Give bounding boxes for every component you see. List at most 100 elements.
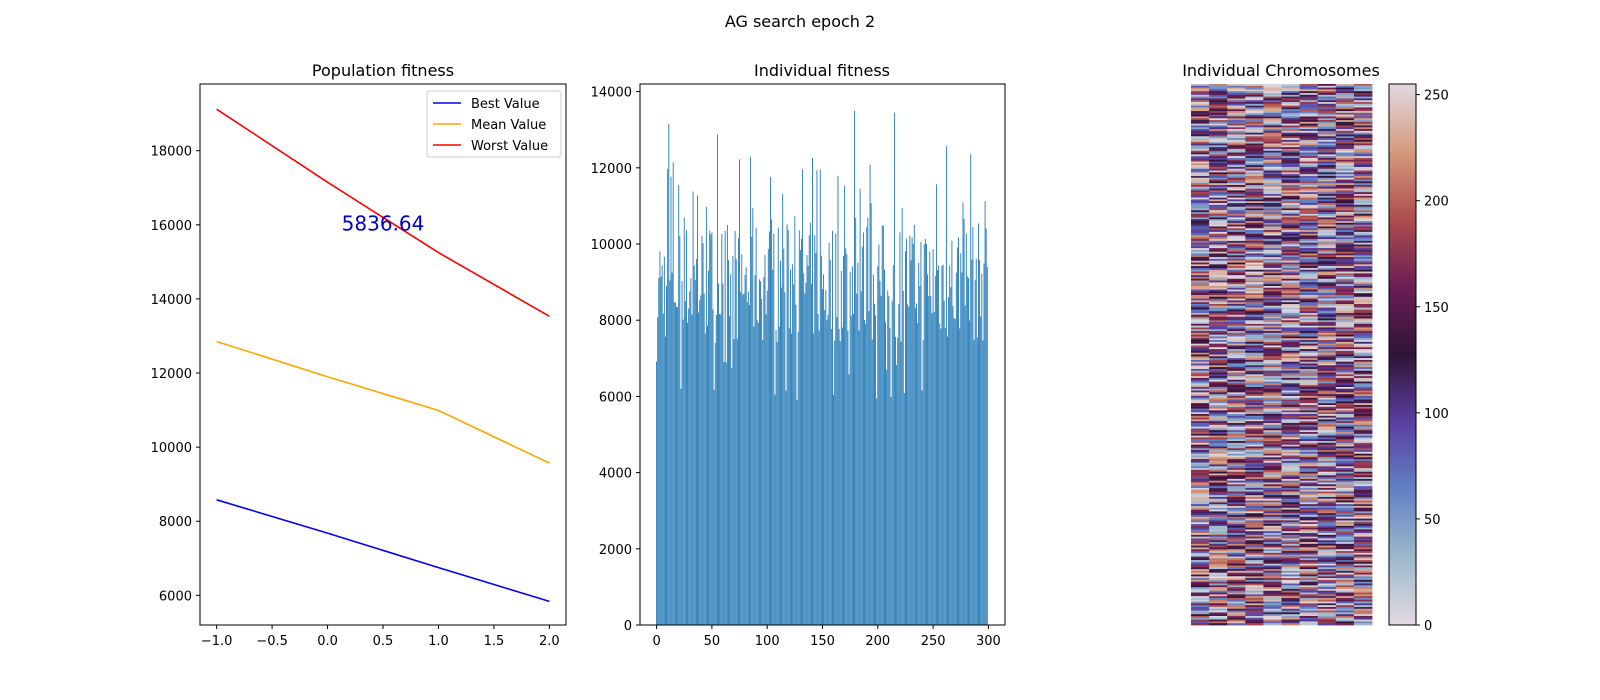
heatmap-cell: [1209, 338, 1228, 341]
heatmap-cell: [1281, 551, 1300, 554]
heatmap-cell: [1335, 325, 1355, 328]
heatmap-cell: [1245, 91, 1264, 94]
heatmap-cell: [1353, 545, 1373, 548]
heatmap-cell: [1227, 130, 1246, 134]
heatmap-cell: [1245, 524, 1264, 527]
heatmap-cell: [1299, 287, 1319, 290]
y-tick-label: 14000: [151, 293, 192, 308]
heatmap-cell: [1353, 156, 1373, 159]
heatmap-cell: [1209, 379, 1228, 382]
heatmap-cell: [1299, 318, 1319, 321]
heatmap-cell: [1281, 520, 1300, 523]
heatmap-cell: [1263, 103, 1282, 107]
heatmap-cell: [1299, 93, 1319, 96]
heatmap-cell: [1299, 257, 1319, 260]
heatmap-cell: [1335, 569, 1355, 572]
heatmap-cell: [1299, 433, 1319, 437]
fitness-bar: [729, 315, 731, 625]
heatmap-cell: [1299, 136, 1319, 139]
heatmap-cell: [1317, 93, 1337, 96]
heatmap-cell: [1227, 477, 1246, 480]
heatmap-cell: [1191, 150, 1210, 153]
heatmap-cell: [1191, 386, 1210, 390]
heatmap-cell: [1335, 309, 1355, 312]
heatmap-cell: [1335, 239, 1355, 242]
heatmap-cell: [1209, 156, 1228, 159]
heatmap-cell: [1299, 341, 1319, 345]
heatmap-cell: [1209, 226, 1228, 229]
heatmap-cell: [1353, 129, 1373, 132]
heatmap-cell: [1299, 280, 1319, 283]
heatmap-cell: [1335, 147, 1355, 150]
heatmap-cell: [1245, 525, 1264, 529]
heatmap-cell: [1263, 581, 1282, 584]
fitness-bar: [838, 328, 840, 625]
heatmap-cell: [1299, 219, 1319, 222]
heatmap-cell: [1227, 426, 1246, 429]
heatmap-cell: [1191, 159, 1210, 162]
heatmap-cell: [1281, 161, 1300, 164]
heatmap-cell: [1281, 125, 1300, 128]
heatmap-cell: [1245, 489, 1264, 492]
heatmap-cell: [1209, 116, 1228, 119]
heatmap-cell: [1335, 267, 1355, 271]
heatmap-cell: [1245, 560, 1264, 563]
fitness-bar: [933, 312, 935, 625]
heatmap-cell: [1209, 376, 1228, 379]
heatmap-cell: [1245, 240, 1264, 244]
heatmap-cell: [1299, 556, 1319, 559]
heatmap-cell: [1245, 388, 1264, 391]
heatmap-cell: [1209, 145, 1228, 148]
heatmap-cell: [1299, 244, 1319, 247]
heatmap-cell: [1209, 213, 1228, 217]
heatmap-cell: [1335, 394, 1355, 397]
heatmap-cell: [1299, 161, 1319, 164]
heatmap-cell: [1209, 527, 1228, 530]
heatmap-cell: [1317, 85, 1337, 88]
heatmap-cell: [1353, 372, 1373, 375]
heatmap-cell: [1227, 341, 1246, 345]
heatmap-cell: [1335, 437, 1355, 440]
x-tick-label: 1.5: [484, 634, 505, 649]
heatmap-cell: [1281, 262, 1300, 265]
heatmap-cell: [1227, 608, 1246, 611]
heatmap-cell: [1191, 390, 1210, 393]
heatmap-cell: [1317, 462, 1337, 465]
heatmap-cell: [1299, 597, 1319, 601]
fitness-bar: [979, 260, 980, 625]
heatmap-cell: [1245, 103, 1264, 107]
heatmap-cell: [1317, 529, 1337, 532]
heatmap-cell: [1191, 432, 1210, 435]
heatmap-cell: [1263, 477, 1282, 480]
heatmap-cell: [1263, 386, 1282, 390]
heatmap-cell: [1335, 462, 1355, 465]
heatmap-cell: [1299, 278, 1319, 281]
heatmap-cell: [1335, 242, 1355, 245]
heatmap-cell: [1353, 603, 1373, 606]
heatmap-cell: [1209, 547, 1228, 550]
heatmap-cell: [1299, 302, 1319, 305]
heatmap-cell: [1263, 612, 1282, 615]
heatmap-cell: [1191, 558, 1210, 561]
fitness-bar: [871, 339, 873, 625]
heatmap-cell: [1281, 563, 1300, 566]
heatmap-cell: [1263, 186, 1282, 189]
heatmap-cell: [1317, 587, 1337, 590]
fitness-bar: [719, 314, 721, 625]
heatmap-cell: [1335, 372, 1355, 375]
heatmap-cell: [1191, 556, 1210, 559]
fitness-bar: [663, 256, 665, 625]
heatmap-cell: [1353, 381, 1373, 384]
heatmap-cell: [1353, 489, 1373, 492]
heatmap-cell: [1209, 154, 1228, 157]
heatmap-cell: [1317, 394, 1337, 397]
fitness-bar: [710, 234, 712, 625]
heatmap-cell: [1353, 524, 1373, 527]
heatmap-cell: [1227, 323, 1246, 327]
heatmap-cell: [1245, 188, 1264, 191]
heatmap-cell: [1191, 141, 1210, 144]
heatmap-cell: [1263, 401, 1282, 404]
fitness-bar: [762, 339, 764, 625]
fitness-bar: [771, 219, 773, 625]
heatmap-cell: [1263, 480, 1282, 483]
